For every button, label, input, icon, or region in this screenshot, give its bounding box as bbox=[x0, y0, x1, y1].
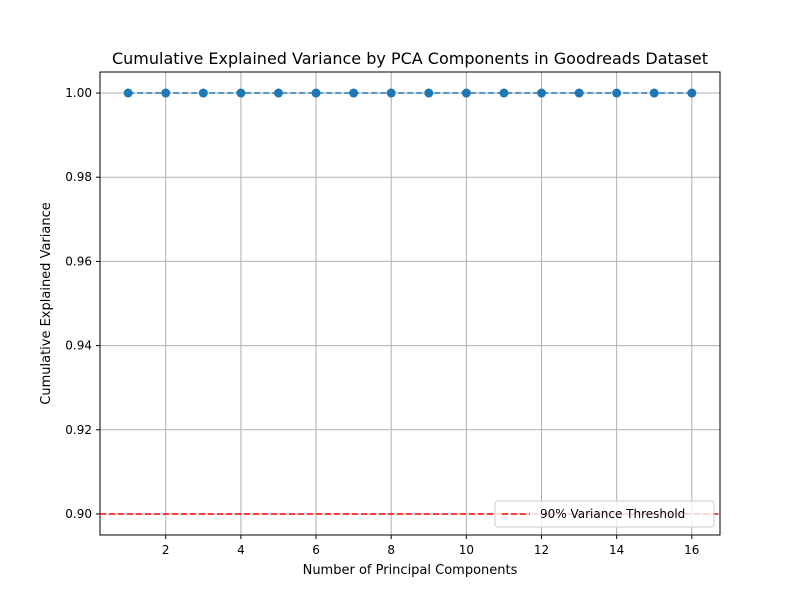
data-point bbox=[574, 88, 584, 98]
legend: 90% Variance Threshold bbox=[494, 500, 715, 528]
x-tick-label: 14 bbox=[609, 543, 624, 557]
x-tick-label: 10 bbox=[459, 543, 474, 557]
y-axis-ticks: 0.90 0.92 0.94 0.96 0.98 1.00 bbox=[65, 86, 100, 521]
data-point bbox=[649, 88, 659, 98]
data-point bbox=[499, 88, 509, 98]
y-tick-label: 0.98 bbox=[65, 170, 92, 184]
data-point bbox=[311, 88, 321, 98]
data-point bbox=[612, 88, 622, 98]
x-tick-label: 2 bbox=[162, 543, 170, 557]
y-tick-label: 0.94 bbox=[65, 339, 92, 353]
y-tick-label: 0.92 bbox=[65, 423, 92, 437]
x-tick-label: 16 bbox=[684, 543, 699, 557]
x-tick-label: 8 bbox=[387, 543, 395, 557]
data-point bbox=[161, 88, 171, 98]
data-point bbox=[537, 88, 547, 98]
data-point bbox=[386, 88, 396, 98]
chart-title: Cumulative Explained Variance by PCA Com… bbox=[112, 49, 708, 68]
y-axis-label: Cumulative Explained Variance bbox=[39, 202, 54, 404]
x-tick-label: 6 bbox=[312, 543, 320, 557]
data-point bbox=[687, 88, 697, 98]
data-point bbox=[424, 88, 434, 98]
legend-label-threshold: 90% Variance Threshold bbox=[540, 507, 685, 521]
y-tick-label: 1.00 bbox=[65, 86, 92, 100]
data-point bbox=[123, 88, 133, 98]
series-markers bbox=[123, 88, 697, 98]
data-point bbox=[273, 88, 283, 98]
x-axis-ticks: 2 4 6 8 10 12 14 16 bbox=[162, 535, 699, 557]
data-point bbox=[198, 88, 208, 98]
plot-frame bbox=[99, 71, 721, 536]
y-tick-label: 0.96 bbox=[65, 254, 92, 268]
x-tick-label: 12 bbox=[534, 543, 549, 557]
data-point bbox=[236, 88, 246, 98]
x-axis-label: Number of Principal Components bbox=[303, 563, 518, 578]
data-point bbox=[349, 88, 359, 98]
legend-box bbox=[494, 500, 715, 528]
x-tick-label: 4 bbox=[237, 543, 245, 557]
data-point bbox=[461, 88, 471, 98]
y-tick-label: 0.90 bbox=[65, 507, 92, 521]
